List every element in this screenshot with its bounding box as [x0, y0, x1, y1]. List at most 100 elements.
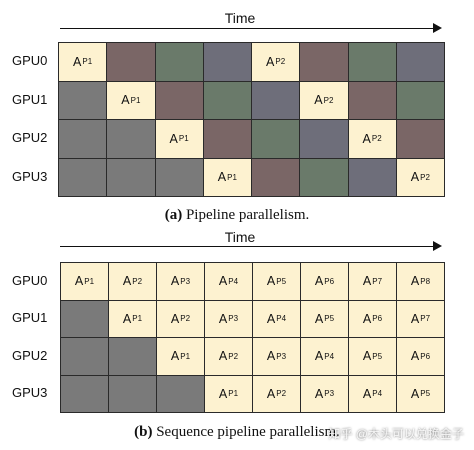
caption-text: Sequence pipeline parallelism.: [152, 424, 340, 440]
micro-batch-label: A: [266, 274, 276, 289]
idle-cell: [108, 374, 157, 413]
micro-batch-cell: A P2: [156, 299, 205, 338]
micro-batch-label: A: [122, 311, 132, 326]
micro-batch-cell: A P1: [204, 374, 253, 413]
busy-cell: [202, 119, 252, 159]
micro-batch-index: P3: [324, 389, 335, 399]
gpu-label: GPU1: [12, 91, 48, 107]
micro-batch-index: P3: [276, 351, 287, 361]
micro-batch-label: A: [266, 311, 276, 326]
micro-batch-label: A: [362, 311, 372, 326]
time-arrow: [60, 241, 442, 251]
micro-batch-label: A: [266, 386, 276, 401]
micro-batch-index: P4: [228, 276, 239, 286]
micro-batch-index: P5: [276, 276, 287, 286]
micro-batch-label: A: [410, 311, 420, 326]
micro-batch-index: P6: [372, 314, 383, 324]
micro-batch-label: A: [410, 170, 420, 185]
caption-a: (a) Pipeline parallelism.: [0, 207, 474, 224]
busy-cell: [154, 80, 204, 120]
idle-cell: [154, 157, 204, 197]
micro-batch-label: A: [266, 54, 275, 69]
micro-batch-index: P1: [84, 276, 95, 286]
micro-batch-index: P2: [275, 57, 286, 67]
micro-batch-label: A: [410, 386, 420, 401]
micro-batch-cell: A P2: [108, 262, 157, 301]
micro-batch-index: P1: [228, 389, 239, 399]
gpu-label: GPU3: [12, 168, 48, 184]
gpu-label: GPU1: [12, 310, 48, 326]
busy-cell: [299, 42, 349, 82]
micro-batch-label: A: [218, 349, 228, 364]
micro-batch-label: A: [170, 311, 180, 326]
micro-batch-index: P3: [180, 276, 191, 286]
micro-batch-label: A: [170, 274, 180, 289]
idle-cell: [58, 80, 108, 120]
busy-cell: [202, 42, 252, 82]
time-label: Time: [224, 229, 256, 245]
micro-batch-index: P7: [372, 276, 383, 286]
micro-batch-label: A: [170, 349, 180, 364]
busy-cell: [106, 42, 156, 82]
micro-batch-index: P2: [132, 276, 143, 286]
micro-batch-index: P1: [82, 57, 93, 67]
micro-batch-index: P1: [227, 172, 237, 182]
micro-batch-label: A: [362, 131, 371, 146]
micro-batch-label: A: [218, 386, 228, 401]
micro-batch-label: A: [74, 274, 84, 289]
micro-batch-index: P2: [371, 134, 382, 144]
busy-cell: [395, 119, 445, 159]
busy-cell: [251, 157, 301, 197]
time-label: Time: [224, 10, 256, 26]
micro-batch-cell: A P4: [252, 299, 301, 338]
micro-batch-cell: A P5: [396, 374, 445, 413]
time-arrow: [60, 23, 442, 33]
watermark: 知乎 @木头可以兑换金子: [328, 427, 464, 441]
idle-cell: [58, 157, 108, 197]
micro-batch-cell: A P3: [300, 374, 349, 413]
micro-batch-index: P5: [372, 351, 383, 361]
gpu-label: GPU0: [12, 53, 48, 69]
micro-batch-cell: A P1: [202, 157, 252, 197]
micro-batch-cell: A P2: [395, 157, 445, 197]
micro-batch-index: P6: [324, 276, 335, 286]
busy-cell: [299, 119, 349, 159]
gpu-label: GPU3: [12, 385, 48, 401]
idle-cell: [106, 119, 156, 159]
busy-cell: [251, 119, 301, 159]
micro-batch-label: A: [314, 274, 324, 289]
micro-batch-index: P1: [180, 351, 191, 361]
micro-batch-index: P8: [420, 276, 431, 286]
micro-batch-label: A: [73, 54, 82, 69]
busy-cell: [251, 80, 301, 120]
micro-batch-cell: A P2: [252, 374, 301, 413]
caption-label: (b): [134, 424, 153, 440]
idle-cell: [60, 299, 109, 338]
micro-batch-cell: A P7: [396, 299, 445, 338]
micro-batch-index: P1: [178, 134, 189, 144]
micro-batch-label: A: [314, 311, 324, 326]
micro-batch-cell: A P4: [204, 262, 253, 301]
micro-batch-index: P6: [420, 351, 431, 361]
pipeline-grid: A P1 A P2 A P1 A P2 A P1 A P2 A P1 A P2: [58, 42, 445, 197]
micro-batch-label: A: [362, 349, 372, 364]
busy-cell: [395, 42, 445, 82]
micro-batch-cell: A P2: [299, 80, 349, 120]
micro-batch-index: P1: [130, 95, 141, 105]
micro-batch-index: P2: [323, 95, 334, 105]
gpu-label: GPU2: [12, 347, 48, 363]
micro-batch-cell: A P3: [156, 262, 205, 301]
micro-batch-label: A: [362, 274, 372, 289]
micro-batch-label: A: [410, 274, 420, 289]
micro-batch-cell: A P5: [300, 299, 349, 338]
micro-batch-label: A: [314, 386, 324, 401]
micro-batch-index: P2: [276, 389, 287, 399]
caption-b: (b) Sequence pipeline parallelism.: [0, 424, 474, 441]
micro-batch-cell: A P1: [154, 119, 204, 159]
micro-batch-label: A: [218, 274, 228, 289]
micro-batch-cell: A P4: [300, 337, 349, 376]
micro-batch-cell: A P2: [251, 42, 301, 82]
micro-batch-index: P2: [180, 314, 191, 324]
micro-batch-label: A: [266, 349, 276, 364]
micro-batch-cell: A P3: [252, 337, 301, 376]
